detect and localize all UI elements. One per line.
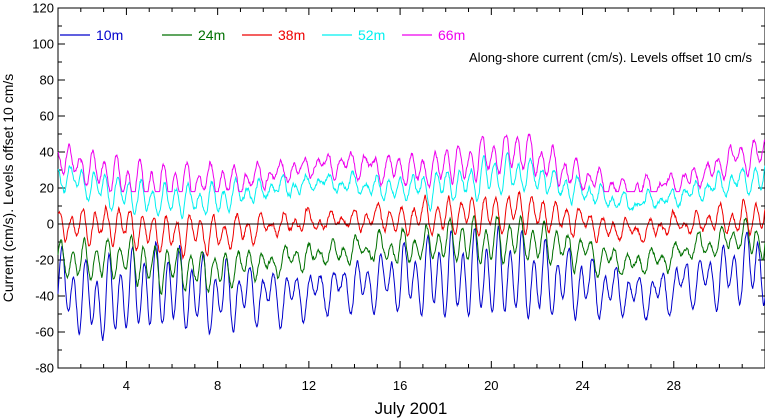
legend-label-38m: 38m <box>278 27 305 43</box>
x-tick-label: 24 <box>575 378 589 393</box>
legend-label-66m: 66m <box>438 27 465 43</box>
x-tick-label: 4 <box>123 378 130 393</box>
y-tick-label: 80 <box>40 73 54 88</box>
legend: 10m 24m 38m 52m 66m <box>60 27 465 43</box>
y-tick-label: -20 <box>35 253 54 268</box>
chart-annotation: Along-shore current (cm/s). Levels offse… <box>469 50 752 65</box>
y-tick-label: -60 <box>35 325 54 340</box>
x-tick-label: 12 <box>302 378 316 393</box>
series-line-38m <box>57 190 765 261</box>
series-line-66m <box>57 133 765 193</box>
legend-label-10m: 10m <box>96 27 123 43</box>
x-axis: 4 8 12 16 20 24 28 <box>80 8 743 393</box>
x-axis-title: July 2001 <box>375 399 448 418</box>
y-tick-label: -80 <box>35 361 54 376</box>
series-layer <box>57 133 765 341</box>
y-tick-label: 100 <box>32 37 54 52</box>
y-tick-label: -40 <box>35 289 54 304</box>
y-axis-title: Current (cm/s). Levels offset 10 cm/s <box>0 74 16 302</box>
series-line-52m <box>57 152 765 220</box>
series-line-10m <box>57 225 765 341</box>
x-tick-label: 8 <box>214 378 221 393</box>
y-axis: -80 -60 -40 -20 0 20 40 60 80 100 120 <box>32 1 765 376</box>
series-line-24m <box>57 214 765 296</box>
y-tick-label: 60 <box>40 109 54 124</box>
y-tick-label: 20 <box>40 181 54 196</box>
x-tick-label: 16 <box>393 378 407 393</box>
x-tick-label: 20 <box>484 378 498 393</box>
y-tick-label: 120 <box>32 1 54 16</box>
legend-label-52m: 52m <box>358 27 385 43</box>
y-tick-label: 40 <box>40 145 54 160</box>
y-tick-label: 0 <box>47 217 54 232</box>
x-tick-label: 28 <box>667 378 681 393</box>
legend-label-24m: 24m <box>198 27 225 43</box>
